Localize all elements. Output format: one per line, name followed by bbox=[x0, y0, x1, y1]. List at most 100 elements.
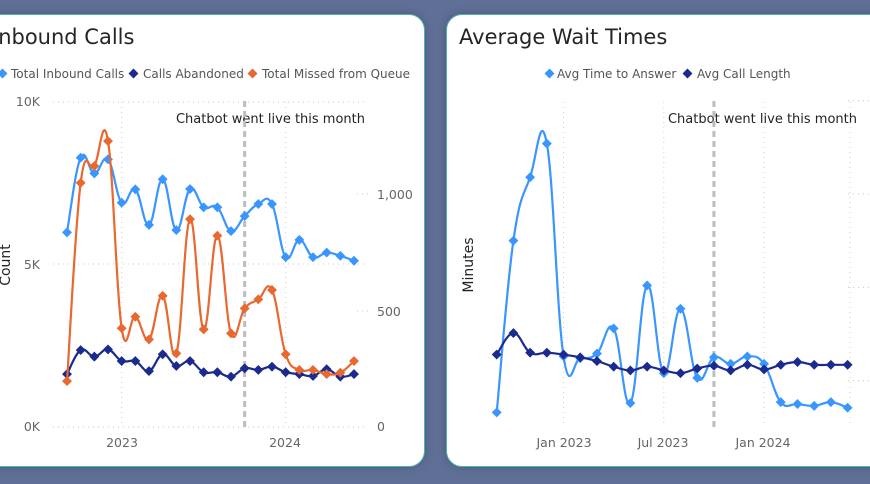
x-tick-label: Jul 2023 bbox=[637, 435, 689, 450]
data-point-diamond bbox=[575, 352, 586, 363]
data-point-diamond bbox=[825, 359, 836, 370]
y-tick-label: 10K bbox=[16, 94, 41, 109]
data-point-diamond bbox=[185, 214, 195, 225]
data-point-diamond bbox=[212, 367, 223, 378]
data-point-diamond bbox=[171, 361, 182, 371]
data-point-diamond bbox=[675, 368, 686, 379]
data-point-diamond bbox=[212, 230, 223, 241]
legend-diamond-icon bbox=[128, 68, 139, 79]
legend-total-missed-from-queue[interactable]: Total Missed from Queue bbox=[261, 67, 410, 81]
data-point-diamond bbox=[116, 197, 127, 208]
legend-diamond-icon bbox=[544, 68, 555, 79]
data-point-diamond bbox=[625, 398, 636, 409]
data-point-diamond bbox=[212, 202, 223, 213]
data-point-diamond bbox=[157, 349, 168, 360]
data-point-diamond bbox=[226, 328, 236, 339]
data-point-diamond bbox=[349, 356, 359, 367]
data-point-diamond bbox=[89, 161, 100, 171]
data-point-diamond bbox=[144, 334, 154, 345]
data-point-diamond bbox=[89, 168, 100, 179]
legend-total-inbound-calls[interactable]: Total Inbound Calls bbox=[10, 67, 124, 81]
y-axis-title-minutes: Minutes bbox=[461, 237, 477, 292]
data-point-diamond bbox=[742, 351, 753, 362]
data-point-diamond bbox=[541, 138, 552, 149]
legend-diamond-icon bbox=[247, 68, 258, 79]
data-point-diamond bbox=[62, 376, 72, 387]
data-point-diamond bbox=[239, 303, 250, 314]
chatbot-annotation: Chatbot went live this month bbox=[668, 112, 857, 127]
x-tick-label: Jan 2023 bbox=[535, 435, 591, 450]
data-point-diamond bbox=[116, 323, 127, 334]
data-point-diamond bbox=[130, 184, 141, 195]
data-point-diamond bbox=[759, 364, 770, 375]
data-point-diamond bbox=[267, 199, 277, 209]
legend-avg-call-length[interactable]: Avg Call Length bbox=[697, 67, 791, 81]
legend-avg-time-to-answer[interactable]: Avg Time to Answer bbox=[557, 67, 676, 81]
data-point-diamond bbox=[491, 407, 502, 418]
data-point-diamond bbox=[185, 184, 195, 194]
data-point-diamond bbox=[592, 348, 602, 359]
data-point-diamond bbox=[267, 361, 277, 372]
x-tick-label: Jan 2024 bbox=[734, 435, 790, 450]
series-line bbox=[65, 153, 355, 262]
data-point-diamond bbox=[185, 356, 195, 367]
data-point-diamond bbox=[267, 285, 277, 295]
data-point-diamond bbox=[144, 366, 154, 377]
data-point-diamond bbox=[321, 369, 332, 380]
data-point-diamond bbox=[642, 280, 653, 291]
data-point-diamond bbox=[198, 367, 209, 378]
data-point-diamond bbox=[62, 227, 72, 238]
y2-tick-label: 500 bbox=[377, 304, 401, 319]
data-point-diamond bbox=[280, 349, 291, 360]
inbound-calls-title: Inbound Calls bbox=[0, 25, 134, 49]
data-point-diamond bbox=[525, 172, 536, 183]
data-point-diamond bbox=[642, 361, 653, 372]
data-point-diamond bbox=[541, 347, 552, 358]
data-point-diamond bbox=[157, 290, 168, 301]
data-point-diamond bbox=[809, 400, 820, 411]
data-point-diamond bbox=[708, 360, 719, 371]
data-point-diamond bbox=[226, 371, 236, 382]
data-point-diamond bbox=[198, 324, 209, 335]
data-point-diamond bbox=[658, 365, 669, 376]
data-point-diamond bbox=[349, 255, 359, 266]
data-point-diamond bbox=[692, 372, 703, 383]
data-point-diamond bbox=[89, 351, 100, 362]
data-point-diamond bbox=[171, 225, 182, 236]
data-point-diamond bbox=[592, 356, 602, 367]
data-point-diamond bbox=[308, 371, 318, 381]
legend-diamond-icon bbox=[682, 68, 693, 79]
data-point-diamond bbox=[226, 226, 236, 237]
legend-calls-abandoned[interactable]: Calls Abandoned bbox=[143, 67, 244, 81]
data-point-diamond bbox=[725, 358, 736, 369]
data-point-diamond bbox=[171, 348, 182, 359]
data-point-diamond bbox=[335, 250, 346, 261]
data-point-diamond bbox=[792, 357, 803, 367]
y2-tick-label: 1,000 bbox=[377, 187, 413, 202]
data-point-diamond bbox=[308, 252, 318, 263]
series-line bbox=[495, 129, 848, 413]
data-point-diamond bbox=[75, 152, 86, 163]
data-point-diamond bbox=[742, 359, 753, 370]
data-point-diamond bbox=[130, 356, 141, 367]
data-point-diamond bbox=[809, 359, 820, 370]
data-point-diamond bbox=[349, 369, 359, 380]
data-point-diamond bbox=[675, 303, 686, 314]
data-point-diamond bbox=[608, 323, 619, 334]
data-point-diamond bbox=[280, 367, 291, 378]
y-axis-title-count: Count bbox=[0, 244, 14, 286]
data-point-diamond bbox=[198, 202, 209, 213]
x-tick-label: 2024 bbox=[269, 435, 301, 450]
inbound-calls-card bbox=[0, 14, 425, 467]
data-point-diamond bbox=[508, 235, 519, 246]
data-point-diamond bbox=[280, 252, 291, 263]
x-tick-label: 2023 bbox=[106, 435, 138, 450]
y-tick-label: 0K bbox=[24, 419, 41, 434]
data-point-diamond bbox=[708, 352, 719, 363]
data-point-diamond bbox=[792, 399, 803, 409]
data-point-diamond bbox=[759, 358, 770, 369]
data-point-diamond bbox=[692, 363, 703, 374]
data-point-diamond bbox=[608, 361, 619, 372]
series-line bbox=[495, 331, 848, 375]
